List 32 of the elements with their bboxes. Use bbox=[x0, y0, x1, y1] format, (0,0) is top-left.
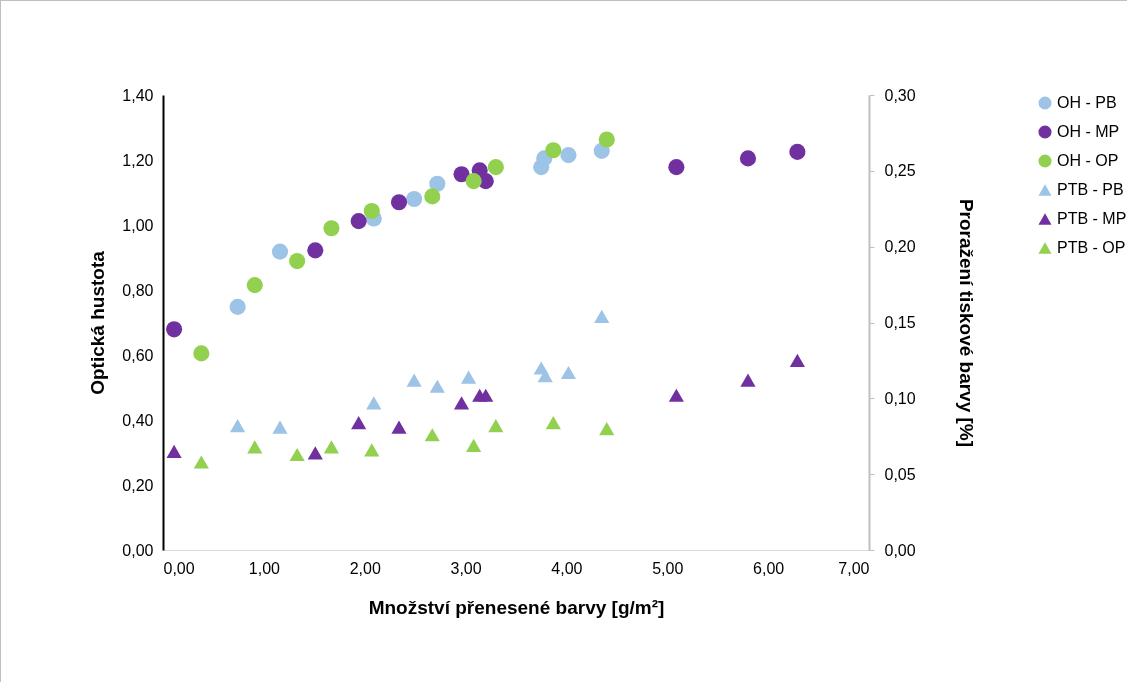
legend-label: OH - PB bbox=[1057, 94, 1117, 111]
legend-label: OH - OP bbox=[1057, 152, 1119, 169]
x-tick-label: 0,00 bbox=[163, 559, 195, 577]
y-tick-label: 0,60 bbox=[122, 346, 154, 364]
y-axis-title: Optická hustota bbox=[87, 250, 109, 395]
y-tick-label: 0,80 bbox=[122, 281, 154, 299]
x-tick-label: 4,00 bbox=[551, 559, 583, 577]
y2-tick-label: 0,15 bbox=[884, 314, 916, 331]
x-tick-label: 2,00 bbox=[349, 559, 381, 577]
y-tick-label: 1,00 bbox=[122, 216, 154, 234]
x-tick-label: 3,00 bbox=[450, 559, 482, 577]
y2-tick-label: 0,20 bbox=[884, 238, 916, 256]
y-tick-label: 0,20 bbox=[122, 476, 154, 494]
y2-tick-label: 0,10 bbox=[884, 389, 916, 407]
y-tick-label: 1,40 bbox=[122, 86, 154, 104]
legend-label: OH - MP bbox=[1057, 123, 1120, 140]
y2-tick-label: 0,30 bbox=[884, 86, 916, 104]
y2-tick-label: 0,25 bbox=[884, 162, 916, 180]
y-tick-label: 0,40 bbox=[122, 411, 154, 429]
x-tick-label: 7,00 bbox=[838, 559, 870, 577]
y2-axis-title: Proražení tiskové barvy [%] bbox=[955, 198, 977, 448]
y-tick-label: 1,20 bbox=[122, 151, 154, 169]
y2-tick-label: 0,05 bbox=[884, 465, 916, 483]
x-axis-title: Množství přenesené barvy [g/m²] bbox=[368, 596, 665, 618]
x-tick-label: 6,00 bbox=[753, 559, 785, 577]
x-tick-label: 1,00 bbox=[248, 559, 281, 577]
legend-label: PTB - MP bbox=[1057, 210, 1127, 227]
x-tick-label: 5,00 bbox=[652, 559, 684, 577]
y2-tick-label: 0,00 bbox=[884, 541, 916, 559]
legend-label: PTB - PB bbox=[1057, 181, 1124, 198]
y-tick-label: 0,00 bbox=[122, 541, 154, 559]
legend-label: PTB - OP bbox=[1057, 239, 1126, 256]
